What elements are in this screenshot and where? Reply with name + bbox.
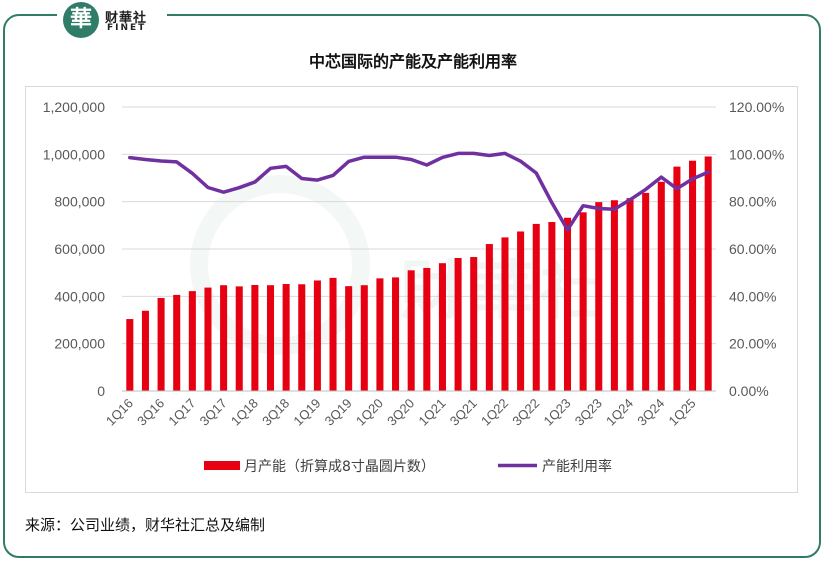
x-tick-label: 3Q19: [322, 396, 355, 429]
logo-english: FINET: [107, 23, 147, 33]
bar: [220, 285, 228, 391]
y-left-tick-label: 600,000: [54, 241, 105, 257]
logo-chinese: 财華社: [105, 11, 148, 26]
bar: [407, 270, 415, 391]
x-tick-label: 3Q24: [634, 396, 667, 429]
bar: [188, 291, 196, 391]
y-left-tick-label: 1,200,000: [43, 99, 105, 115]
y-right-tick-label: 40.00%: [729, 288, 776, 304]
y-left-tick-label: 1,000,000: [43, 146, 105, 162]
bar: [157, 297, 165, 391]
bar: [126, 319, 134, 391]
y-right-tick-label: 80.00%: [729, 194, 776, 210]
x-tick-label: 1Q24: [603, 396, 636, 429]
bar: [704, 156, 712, 391]
legend-label-bar: 月产能（折算成8寸晶圆片数）: [244, 459, 435, 475]
x-tick-label: 1Q25: [666, 396, 699, 429]
x-tick-label: 3Q20: [384, 396, 417, 429]
y-right-tick-label: 100.00%: [729, 146, 784, 162]
x-tick-label: 1Q19: [290, 396, 323, 429]
x-tick-label: 1Q16: [103, 396, 136, 429]
bar: [579, 212, 587, 391]
bar: [251, 284, 259, 391]
bar: [329, 277, 337, 391]
plot-area-border: [25, 86, 798, 493]
y-left-tick-label: 800,000: [54, 194, 105, 210]
bar: [642, 192, 650, 391]
bar: [517, 231, 525, 391]
bar: [657, 181, 665, 391]
bar: [438, 263, 446, 391]
bar: [610, 200, 618, 391]
x-tick-label: 3Q18: [259, 396, 292, 429]
y-right-tick-label: 20.00%: [729, 336, 776, 352]
chart-title: 中芯国际的产能及产能利用率: [308, 52, 517, 71]
y-left-tick-label: 400,000: [54, 288, 105, 304]
bar: [470, 257, 478, 391]
y-right-tick-label: 60.00%: [729, 241, 776, 257]
bar: [266, 285, 275, 391]
legend-label-line: 产能利用率: [542, 458, 612, 475]
x-tick-label: 3Q21: [447, 396, 480, 429]
y-left-tick-label: 0: [97, 383, 105, 399]
bar: [485, 244, 493, 391]
bar: [626, 198, 634, 391]
bar: [204, 287, 212, 391]
x-tick-label: 1Q20: [353, 396, 386, 429]
x-tick-label: 3Q23: [572, 396, 605, 429]
finet-logo: 華 财華社 FINET: [57, 0, 167, 40]
bar: [595, 202, 603, 391]
bar: [689, 160, 697, 391]
bar: [360, 285, 368, 391]
x-tick-label: 1Q18: [228, 396, 261, 429]
y-right-tick-label: 120.00%: [729, 99, 784, 115]
bar: [423, 267, 431, 391]
bar: [173, 294, 181, 391]
bar: [392, 277, 400, 391]
x-tick-label: 3Q16: [134, 396, 167, 429]
bar: [313, 280, 321, 391]
x-tick-label: 3Q22: [509, 396, 542, 429]
bar: [376, 278, 384, 391]
x-tick-label: 1Q21: [415, 396, 448, 429]
bar: [532, 223, 540, 391]
x-tick-label: 1Q22: [478, 396, 511, 429]
y-left-tick-label: 200,000: [54, 336, 105, 352]
x-tick-label: 3Q17: [197, 396, 230, 429]
bar: [235, 286, 243, 391]
bar: [563, 217, 572, 391]
bar: [501, 237, 509, 391]
x-tick-label: 1Q23: [541, 396, 574, 429]
bar: [548, 222, 556, 391]
bar: [282, 284, 290, 391]
bar: [141, 310, 149, 391]
logo-seal: 華: [63, 2, 99, 38]
bar: [345, 286, 353, 391]
source-note: 来源：公司业绩，财华社汇总及编制: [25, 516, 266, 534]
bar: [298, 284, 306, 391]
legend-swatch-bar: [204, 461, 240, 470]
bar: [673, 166, 681, 391]
utilization-line: [128, 151, 710, 232]
bar: [454, 257, 462, 391]
y-right-tick-label: 0.00%: [729, 383, 769, 399]
x-tick-label: 1Q17: [165, 396, 198, 429]
